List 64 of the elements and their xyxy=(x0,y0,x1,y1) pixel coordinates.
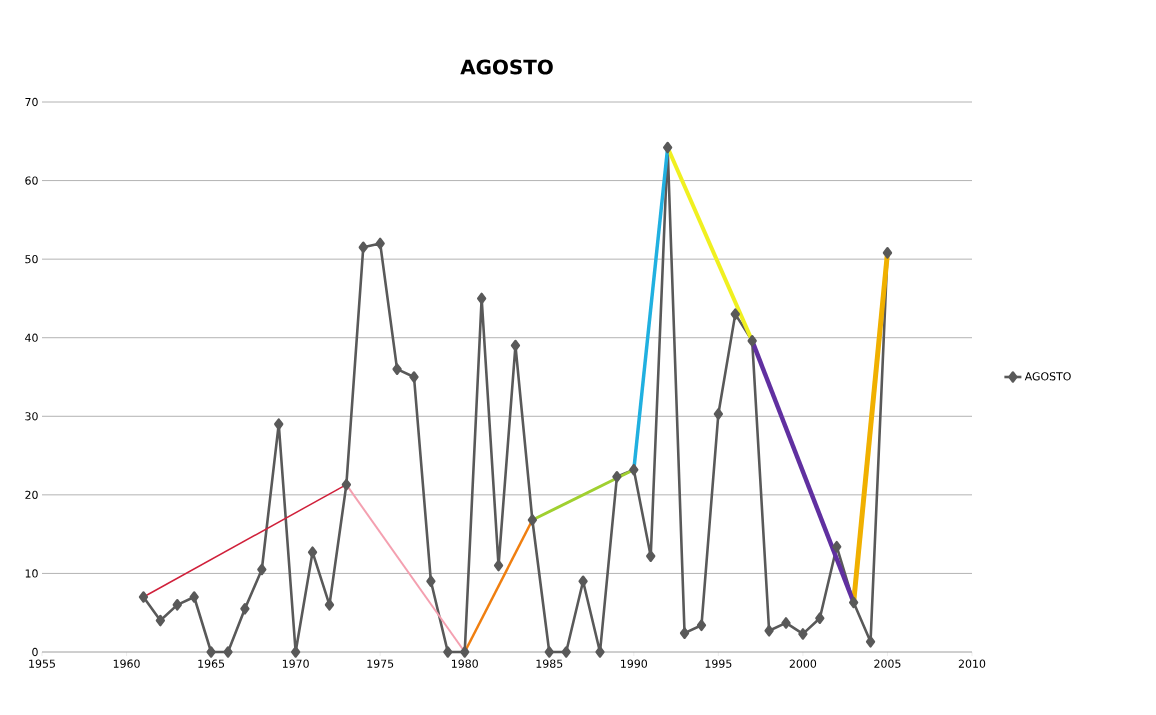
point xyxy=(832,540,842,553)
point xyxy=(713,408,724,420)
x-tick-label: 2010 xyxy=(958,659,986,668)
y-tick-label: 20 xyxy=(25,490,38,499)
x-tick-label: 1960 xyxy=(113,659,140,668)
legend-label: AGOSTO xyxy=(1024,372,1071,381)
point xyxy=(324,599,335,611)
point xyxy=(527,514,538,526)
x-tick-label: 1970 xyxy=(282,659,309,668)
point xyxy=(460,646,470,658)
point xyxy=(730,308,740,320)
y-tick-label: 60 xyxy=(25,176,38,185)
point xyxy=(561,646,571,658)
point xyxy=(138,591,149,603)
point xyxy=(172,599,182,611)
point xyxy=(476,292,487,305)
point xyxy=(865,636,876,648)
x-tick-label: 1980 xyxy=(451,659,478,668)
x-tick-label: 1990 xyxy=(621,659,648,668)
point xyxy=(781,617,791,629)
chart-title: AGOSTO xyxy=(460,59,553,75)
y-tick-label: 40 xyxy=(25,333,38,342)
point xyxy=(307,546,318,558)
point xyxy=(612,471,622,483)
y-tick-label: 50 xyxy=(25,255,38,264)
point xyxy=(646,550,656,562)
y-tick-label: 30 xyxy=(25,412,38,421)
point xyxy=(764,625,774,637)
point xyxy=(155,614,166,627)
x-tick-label: 1965 xyxy=(198,659,225,668)
point xyxy=(392,363,402,375)
x-tick-label: 1975 xyxy=(367,659,394,668)
point xyxy=(257,563,267,576)
point xyxy=(848,596,859,609)
point xyxy=(358,241,368,254)
point xyxy=(595,646,605,658)
y-tick-label: 70 xyxy=(25,97,38,107)
y-tick-label: 0 xyxy=(32,647,38,657)
point xyxy=(341,478,352,491)
x-tick-label: 2005 xyxy=(874,659,901,668)
point xyxy=(747,335,757,347)
x-tick-label: 2000 xyxy=(789,659,817,668)
point xyxy=(274,418,284,430)
point xyxy=(206,646,216,658)
point xyxy=(189,591,199,603)
point xyxy=(409,371,419,383)
point xyxy=(629,463,639,476)
x-tick-label: 1985 xyxy=(536,659,563,668)
point xyxy=(426,575,436,588)
point xyxy=(544,646,554,658)
point xyxy=(443,646,453,658)
point xyxy=(290,646,301,658)
x-tick-label: 1995 xyxy=(705,659,732,668)
point xyxy=(798,628,808,640)
y-tick-label: 10 xyxy=(25,569,38,578)
point xyxy=(696,619,707,632)
point xyxy=(240,603,250,615)
point xyxy=(679,627,690,639)
point xyxy=(815,612,825,624)
point xyxy=(662,141,673,154)
point xyxy=(223,646,233,658)
point xyxy=(882,247,893,259)
point xyxy=(375,237,385,250)
x-tick-label: 1955 xyxy=(29,659,55,668)
